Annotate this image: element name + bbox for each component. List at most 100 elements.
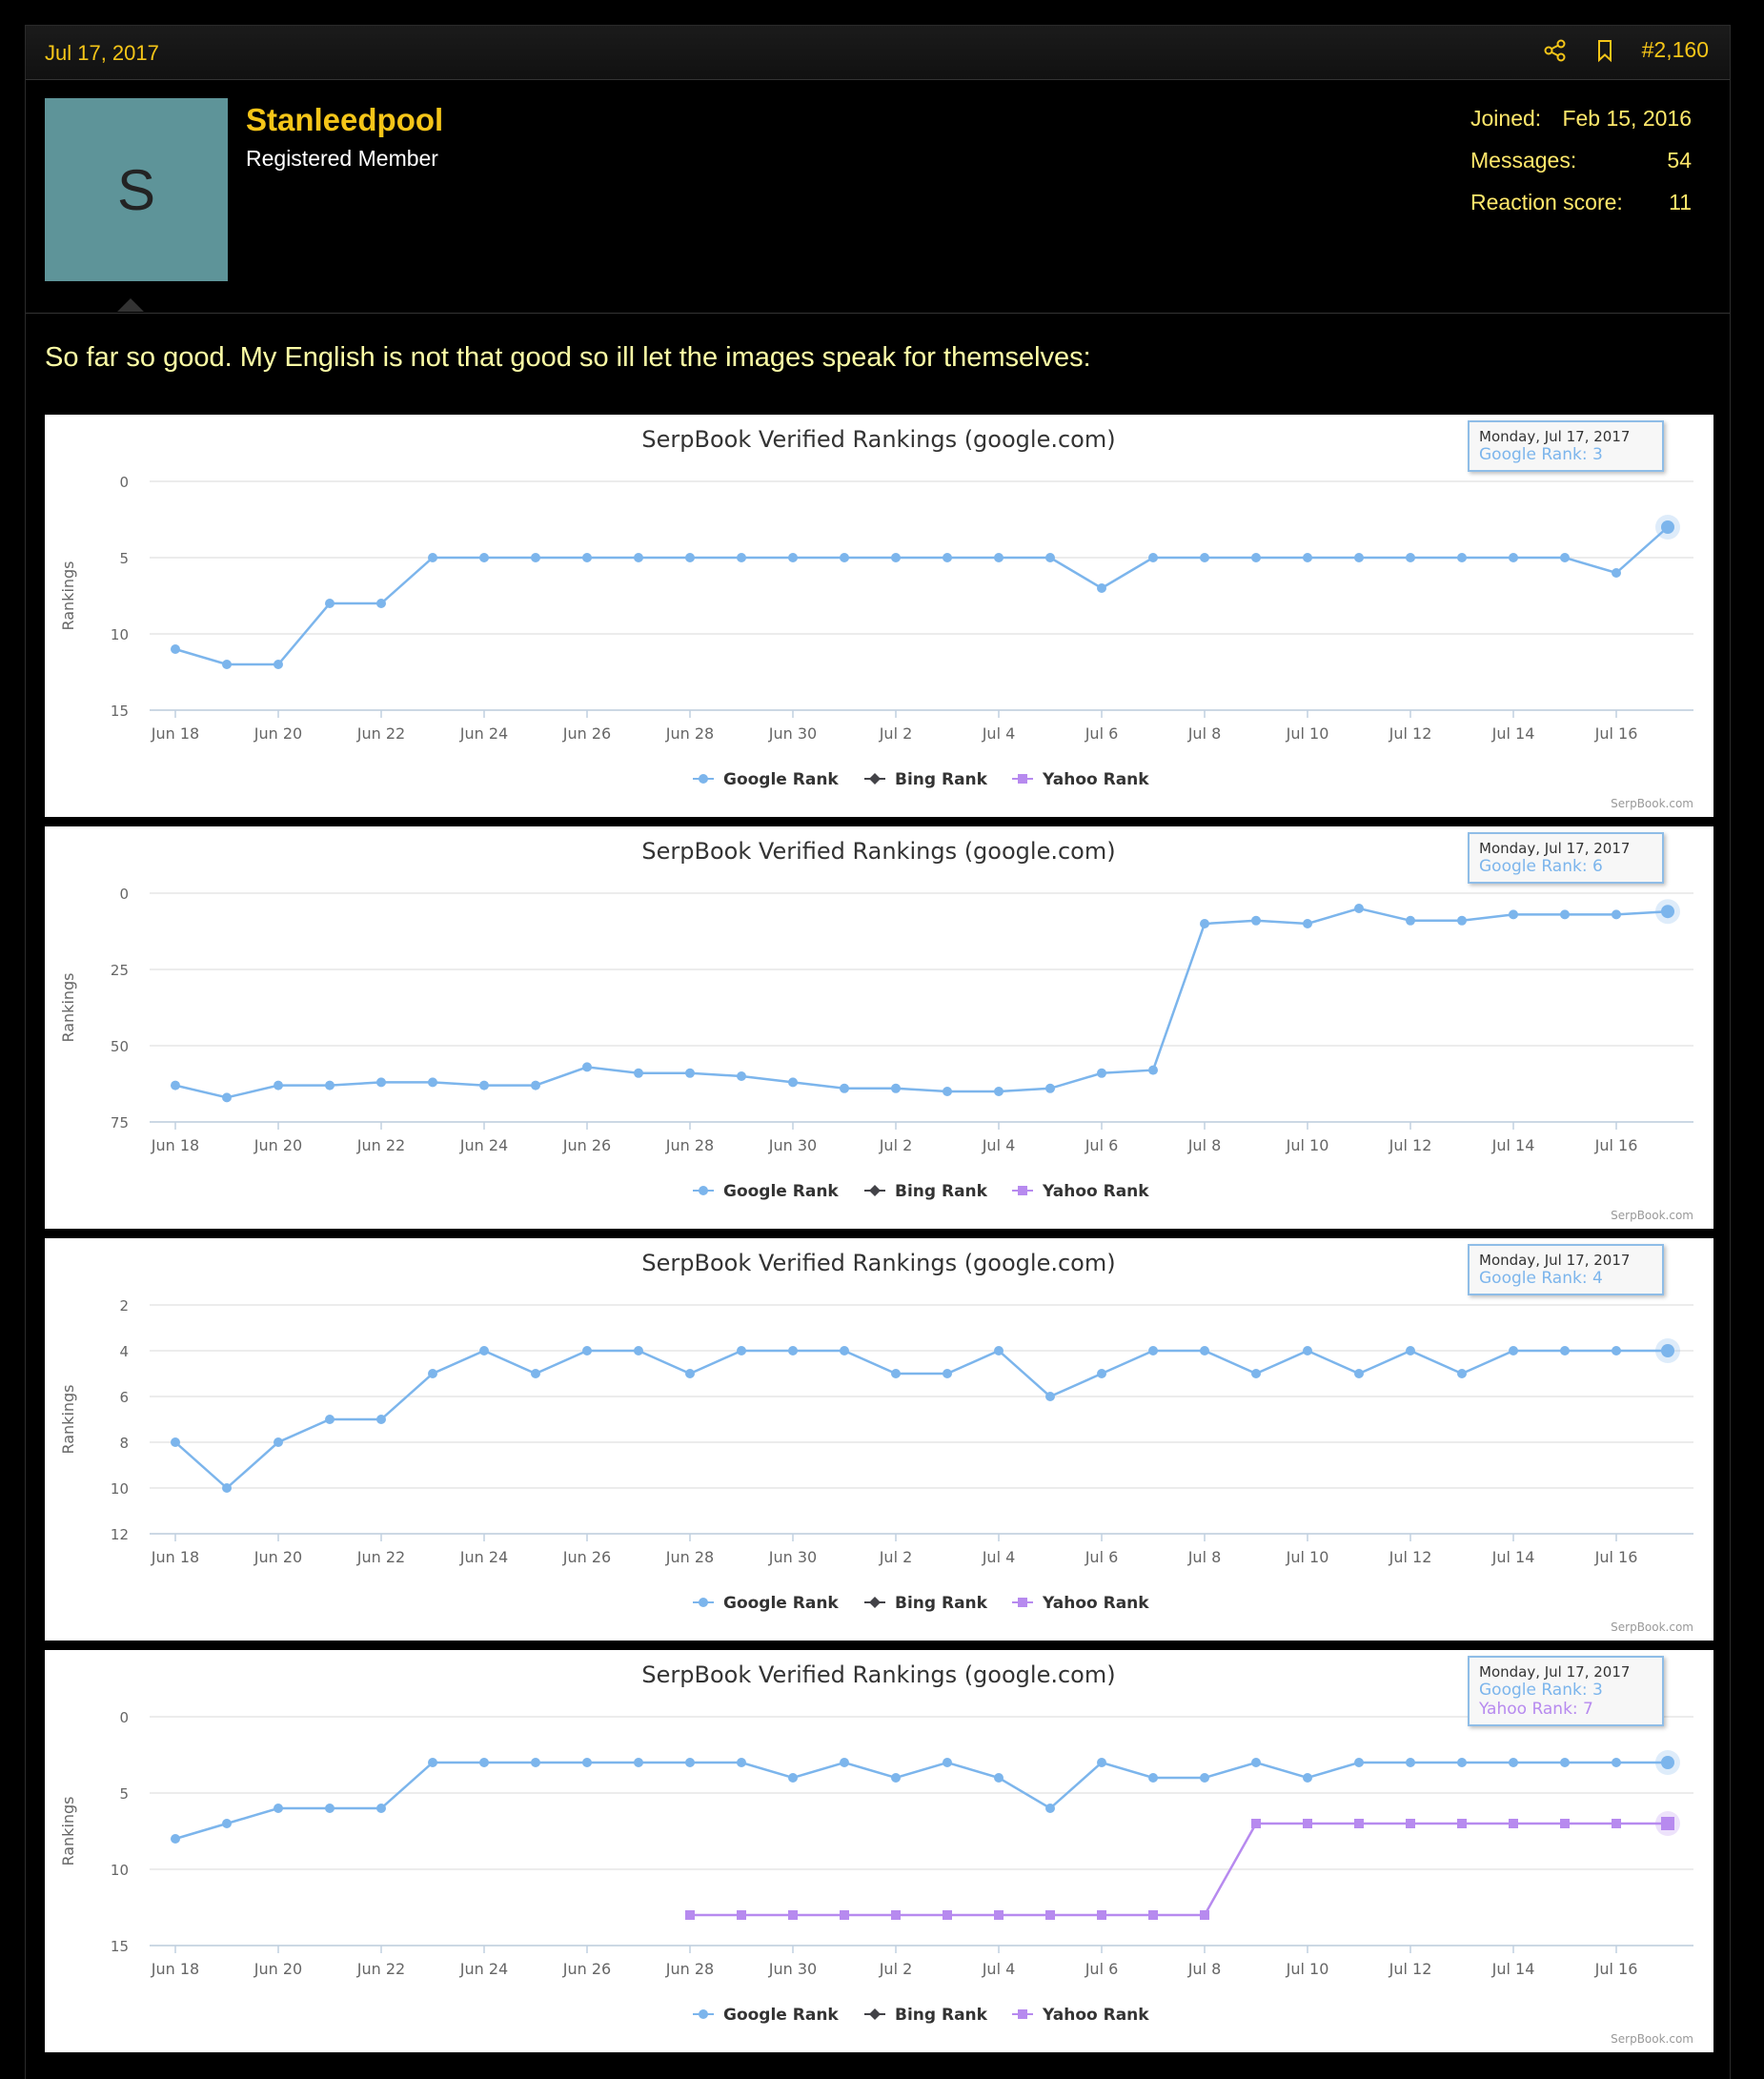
data-point [171, 644, 180, 654]
x-tick-label: Jun 22 [356, 1548, 405, 1566]
bookmark-icon[interactable] [1592, 38, 1617, 63]
data-point [1097, 1910, 1106, 1920]
data-point [1406, 1346, 1415, 1355]
data-point [222, 1092, 232, 1103]
x-tick-label: Jul 10 [1286, 724, 1329, 743]
data-point [171, 1080, 180, 1090]
chart-title: SerpBook Verified Rankings (google.com) [641, 426, 1115, 453]
x-tick-label: Jul 4 [982, 1548, 1016, 1566]
data-point [788, 1910, 798, 1920]
data-point [376, 1077, 386, 1088]
data-point [1097, 1758, 1106, 1767]
x-tick-label: Jun 30 [768, 1960, 817, 1978]
legend-marker [1018, 774, 1027, 784]
x-tick-label: Jul 10 [1286, 1548, 1329, 1566]
x-tick-label: Jul 8 [1187, 1960, 1222, 1978]
share-icon[interactable] [1543, 38, 1568, 63]
legend-label: Yahoo Rank [1042, 1182, 1149, 1201]
data-point [737, 1910, 746, 1920]
data-point [1509, 553, 1518, 562]
legend-label: Google Rank [723, 2006, 839, 2025]
data-point [1045, 1083, 1055, 1093]
data-point [788, 1077, 798, 1088]
legend-marker [1018, 1598, 1027, 1607]
data-point [891, 553, 901, 562]
data-point [840, 1083, 849, 1093]
chart-credit: SerpBook.com [1611, 1620, 1693, 1634]
data-point [1303, 1773, 1312, 1783]
data-point [325, 599, 335, 608]
data-point [582, 1758, 592, 1767]
x-tick-label: Jun 20 [253, 1548, 302, 1566]
data-point [891, 1910, 901, 1920]
data-point [891, 1369, 901, 1378]
x-tick-label: Jul 12 [1389, 1136, 1432, 1154]
series-line-yahoo-rank [690, 1822, 1668, 1917]
data-point [1251, 1819, 1261, 1828]
data-point [1661, 1817, 1674, 1830]
x-tick-label: Jul 16 [1594, 1960, 1638, 1978]
x-tick-label: Jul 2 [879, 1548, 913, 1566]
data-point [479, 1080, 489, 1090]
x-tick-label: Jul 2 [879, 1960, 913, 1978]
x-tick-label: Jun 20 [253, 724, 302, 743]
post-date-link[interactable]: Jul 17, 2017 [45, 41, 159, 65]
data-point [479, 1346, 489, 1355]
data-point [531, 553, 540, 562]
data-point [1354, 1819, 1364, 1828]
data-point [1661, 905, 1674, 919]
x-tick-label: Jul 2 [879, 1136, 913, 1154]
data-point [222, 1819, 232, 1828]
data-point [1251, 1369, 1261, 1378]
x-tick-label: Jul 10 [1286, 1136, 1329, 1154]
data-point [1354, 1758, 1364, 1767]
legend-label: Google Rank [723, 1594, 839, 1613]
data-point [1045, 1804, 1055, 1813]
data-point [634, 1758, 643, 1767]
chart-legend: Google Rank Bing Rank Yahoo Rank [693, 1594, 1149, 1613]
x-tick-label: Jun 26 [562, 724, 611, 743]
legend-marker [869, 1597, 881, 1608]
data-point [479, 553, 489, 562]
legend-marker [699, 774, 708, 784]
data-point [685, 1068, 695, 1078]
post-header: Jul 17, 2017 #2,160 [26, 26, 1730, 80]
data-point [1406, 553, 1415, 562]
data-point [531, 1080, 540, 1090]
data-point [788, 553, 798, 562]
data-point [1354, 904, 1364, 913]
data-point [1354, 553, 1364, 562]
data-point [1045, 1910, 1055, 1920]
tooltip-google: Google Rank: 4 [1479, 1269, 1603, 1288]
x-tick-label: Jul 12 [1389, 1548, 1432, 1566]
data-point [274, 1080, 283, 1090]
data-point [376, 1415, 386, 1424]
data-point [1612, 1346, 1621, 1355]
data-point [1148, 1065, 1158, 1075]
y-tick-label: 0 [119, 474, 129, 491]
data-point [1148, 1346, 1158, 1355]
avatar[interactable]: S [45, 98, 228, 281]
data-point [943, 1369, 952, 1378]
x-tick-label: Jul 16 [1594, 1548, 1638, 1566]
x-tick-label: Jun 28 [665, 724, 714, 743]
data-point [1457, 1369, 1467, 1378]
legend-label: Bing Rank [895, 2006, 988, 2025]
data-point [171, 1437, 180, 1447]
tooltip-date: Monday, Jul 17, 2017 [1479, 1663, 1631, 1681]
username-link[interactable]: Stanleedpool [246, 102, 444, 137]
data-point [1661, 1344, 1674, 1357]
data-point [1406, 915, 1415, 926]
data-point [943, 1087, 952, 1096]
data-point [1354, 1369, 1364, 1378]
x-tick-label: Jun 28 [665, 1136, 714, 1154]
chart-title: SerpBook Verified Rankings (google.com) [641, 1661, 1115, 1688]
data-point [1200, 1346, 1209, 1355]
y-tick-label: 10 [111, 1862, 129, 1879]
post-number-link[interactable]: #2,160 [1641, 37, 1709, 62]
chart-credit: SerpBook.com [1611, 797, 1693, 810]
x-tick-label: Jul 8 [1187, 1136, 1222, 1154]
data-point [1045, 1392, 1055, 1401]
tooltip-google: Google Rank: 6 [1479, 857, 1603, 876]
chart-images: SerpBook Verified Rankings (google.com) R… [45, 415, 1713, 2062]
